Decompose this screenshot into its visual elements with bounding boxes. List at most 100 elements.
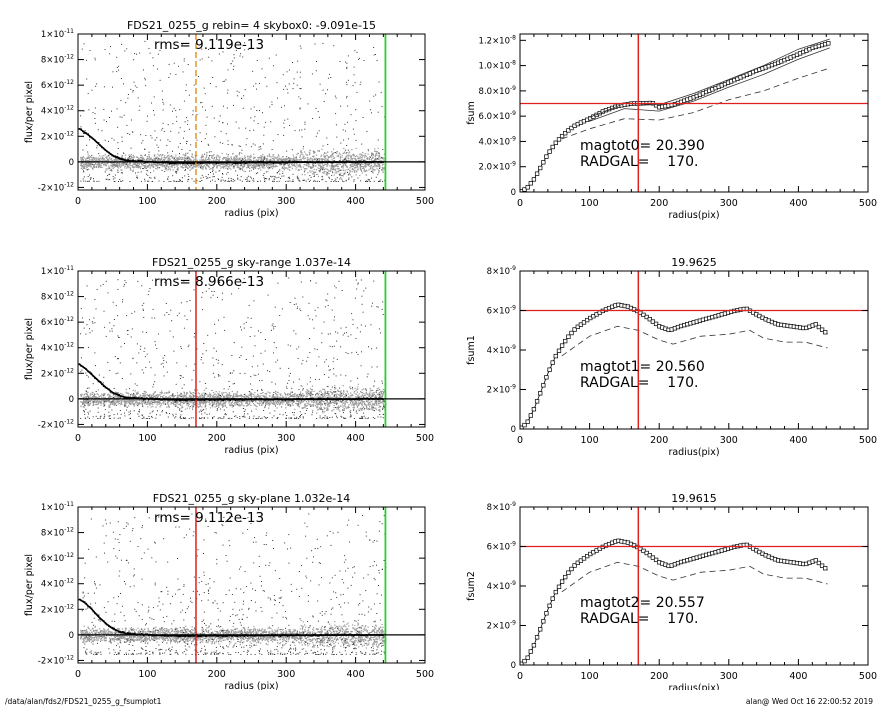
noise-point (240, 168, 242, 170)
outlier-point (218, 179, 219, 180)
noise-point (382, 159, 384, 161)
outlier-point (205, 168, 207, 170)
noise-point (149, 402, 151, 404)
outlier-point (283, 134, 285, 136)
outlier-point (201, 174, 203, 176)
outlier-point (92, 164, 94, 166)
outlier-point (339, 169, 341, 171)
outlier-point (151, 102, 152, 104)
noise-point (168, 157, 170, 159)
noise-point (202, 166, 204, 168)
outlier-point (322, 89, 324, 91)
outlier-point (136, 177, 138, 179)
noise-point (321, 393, 323, 395)
noise-point (370, 155, 373, 157)
outlier-point (137, 177, 139, 179)
noise-point (358, 157, 360, 159)
noise-point (80, 159, 82, 161)
noise-point (349, 167, 351, 169)
noise-point (269, 165, 271, 167)
outlier-point (154, 176, 156, 178)
outlier-point (355, 160, 357, 162)
outlier-point (162, 101, 164, 103)
noise-point (128, 154, 130, 156)
noise-point (183, 154, 185, 156)
outlier-point (350, 114, 352, 116)
rms-annotation: rms= 9.119e-13 (154, 37, 264, 53)
outlier-point (246, 177, 248, 179)
noise-point (337, 163, 339, 166)
noise-point (350, 163, 352, 165)
outlier-point (299, 108, 301, 110)
outlier-point (91, 154, 93, 156)
noise-point (213, 396, 216, 398)
outlier-point (117, 142, 119, 144)
cumulative-flux-marker (569, 125, 574, 131)
outlier-point (148, 151, 150, 153)
outlier-point (335, 152, 337, 153)
noise-point (205, 159, 207, 161)
noise-point (317, 409, 319, 411)
noise-point (273, 154, 275, 156)
noise-point (377, 158, 379, 160)
noise-point (126, 166, 129, 168)
noise-point (323, 169, 325, 171)
noise-point (137, 162, 139, 164)
noise-point (218, 163, 220, 165)
noise-point (212, 155, 214, 157)
noise-point (334, 168, 337, 170)
noise-point (311, 160, 314, 162)
noise-point (285, 404, 287, 406)
outlier-point (346, 159, 348, 161)
noise-point (194, 392, 196, 394)
noise-point (331, 393, 333, 395)
outlier-point (274, 178, 276, 180)
noise-point (99, 165, 101, 168)
outlier-point (219, 170, 221, 172)
noise-point (249, 156, 251, 158)
noise-point (351, 163, 353, 165)
noise-point (286, 158, 288, 160)
noise-point (99, 157, 101, 159)
outlier-point (183, 58, 185, 60)
noise-point (180, 166, 182, 168)
noise-point (278, 159, 280, 161)
profile-point (132, 159, 134, 162)
noise-point (279, 163, 281, 165)
noise-point (329, 395, 331, 397)
noise-point (120, 165, 122, 167)
outlier-point (122, 172, 123, 174)
outlier-point (354, 82, 356, 84)
outlier-point (213, 117, 215, 119)
noise-point (345, 159, 347, 161)
noise-point (170, 165, 173, 167)
outlier-point (211, 105, 213, 107)
outlier-point (280, 163, 282, 165)
outlier-point (84, 130, 86, 132)
noise-point (382, 170, 384, 172)
noise-point (336, 164, 338, 166)
noise-point (354, 158, 356, 160)
outlier-point (313, 180, 315, 182)
noise-point (213, 156, 215, 159)
outlier-point (167, 176, 169, 178)
noise-point (307, 163, 309, 165)
noise-point (374, 165, 376, 167)
profile-point (120, 157, 122, 160)
outlier-point (108, 174, 110, 176)
outlier-point (154, 130, 156, 132)
noise-point (155, 157, 157, 159)
noise-point (319, 163, 322, 165)
outlier-point (278, 170, 279, 172)
noise-point (135, 396, 137, 398)
noise-point (137, 391, 139, 393)
noise-point (109, 156, 111, 158)
outlier-point (257, 47, 259, 49)
noise-point (347, 157, 349, 159)
outlier-point (168, 63, 170, 65)
outlier-point (119, 116, 121, 118)
noise-point (86, 159, 88, 161)
noise-point (290, 158, 292, 160)
noise-point (294, 157, 296, 159)
noise-point (110, 168, 112, 170)
